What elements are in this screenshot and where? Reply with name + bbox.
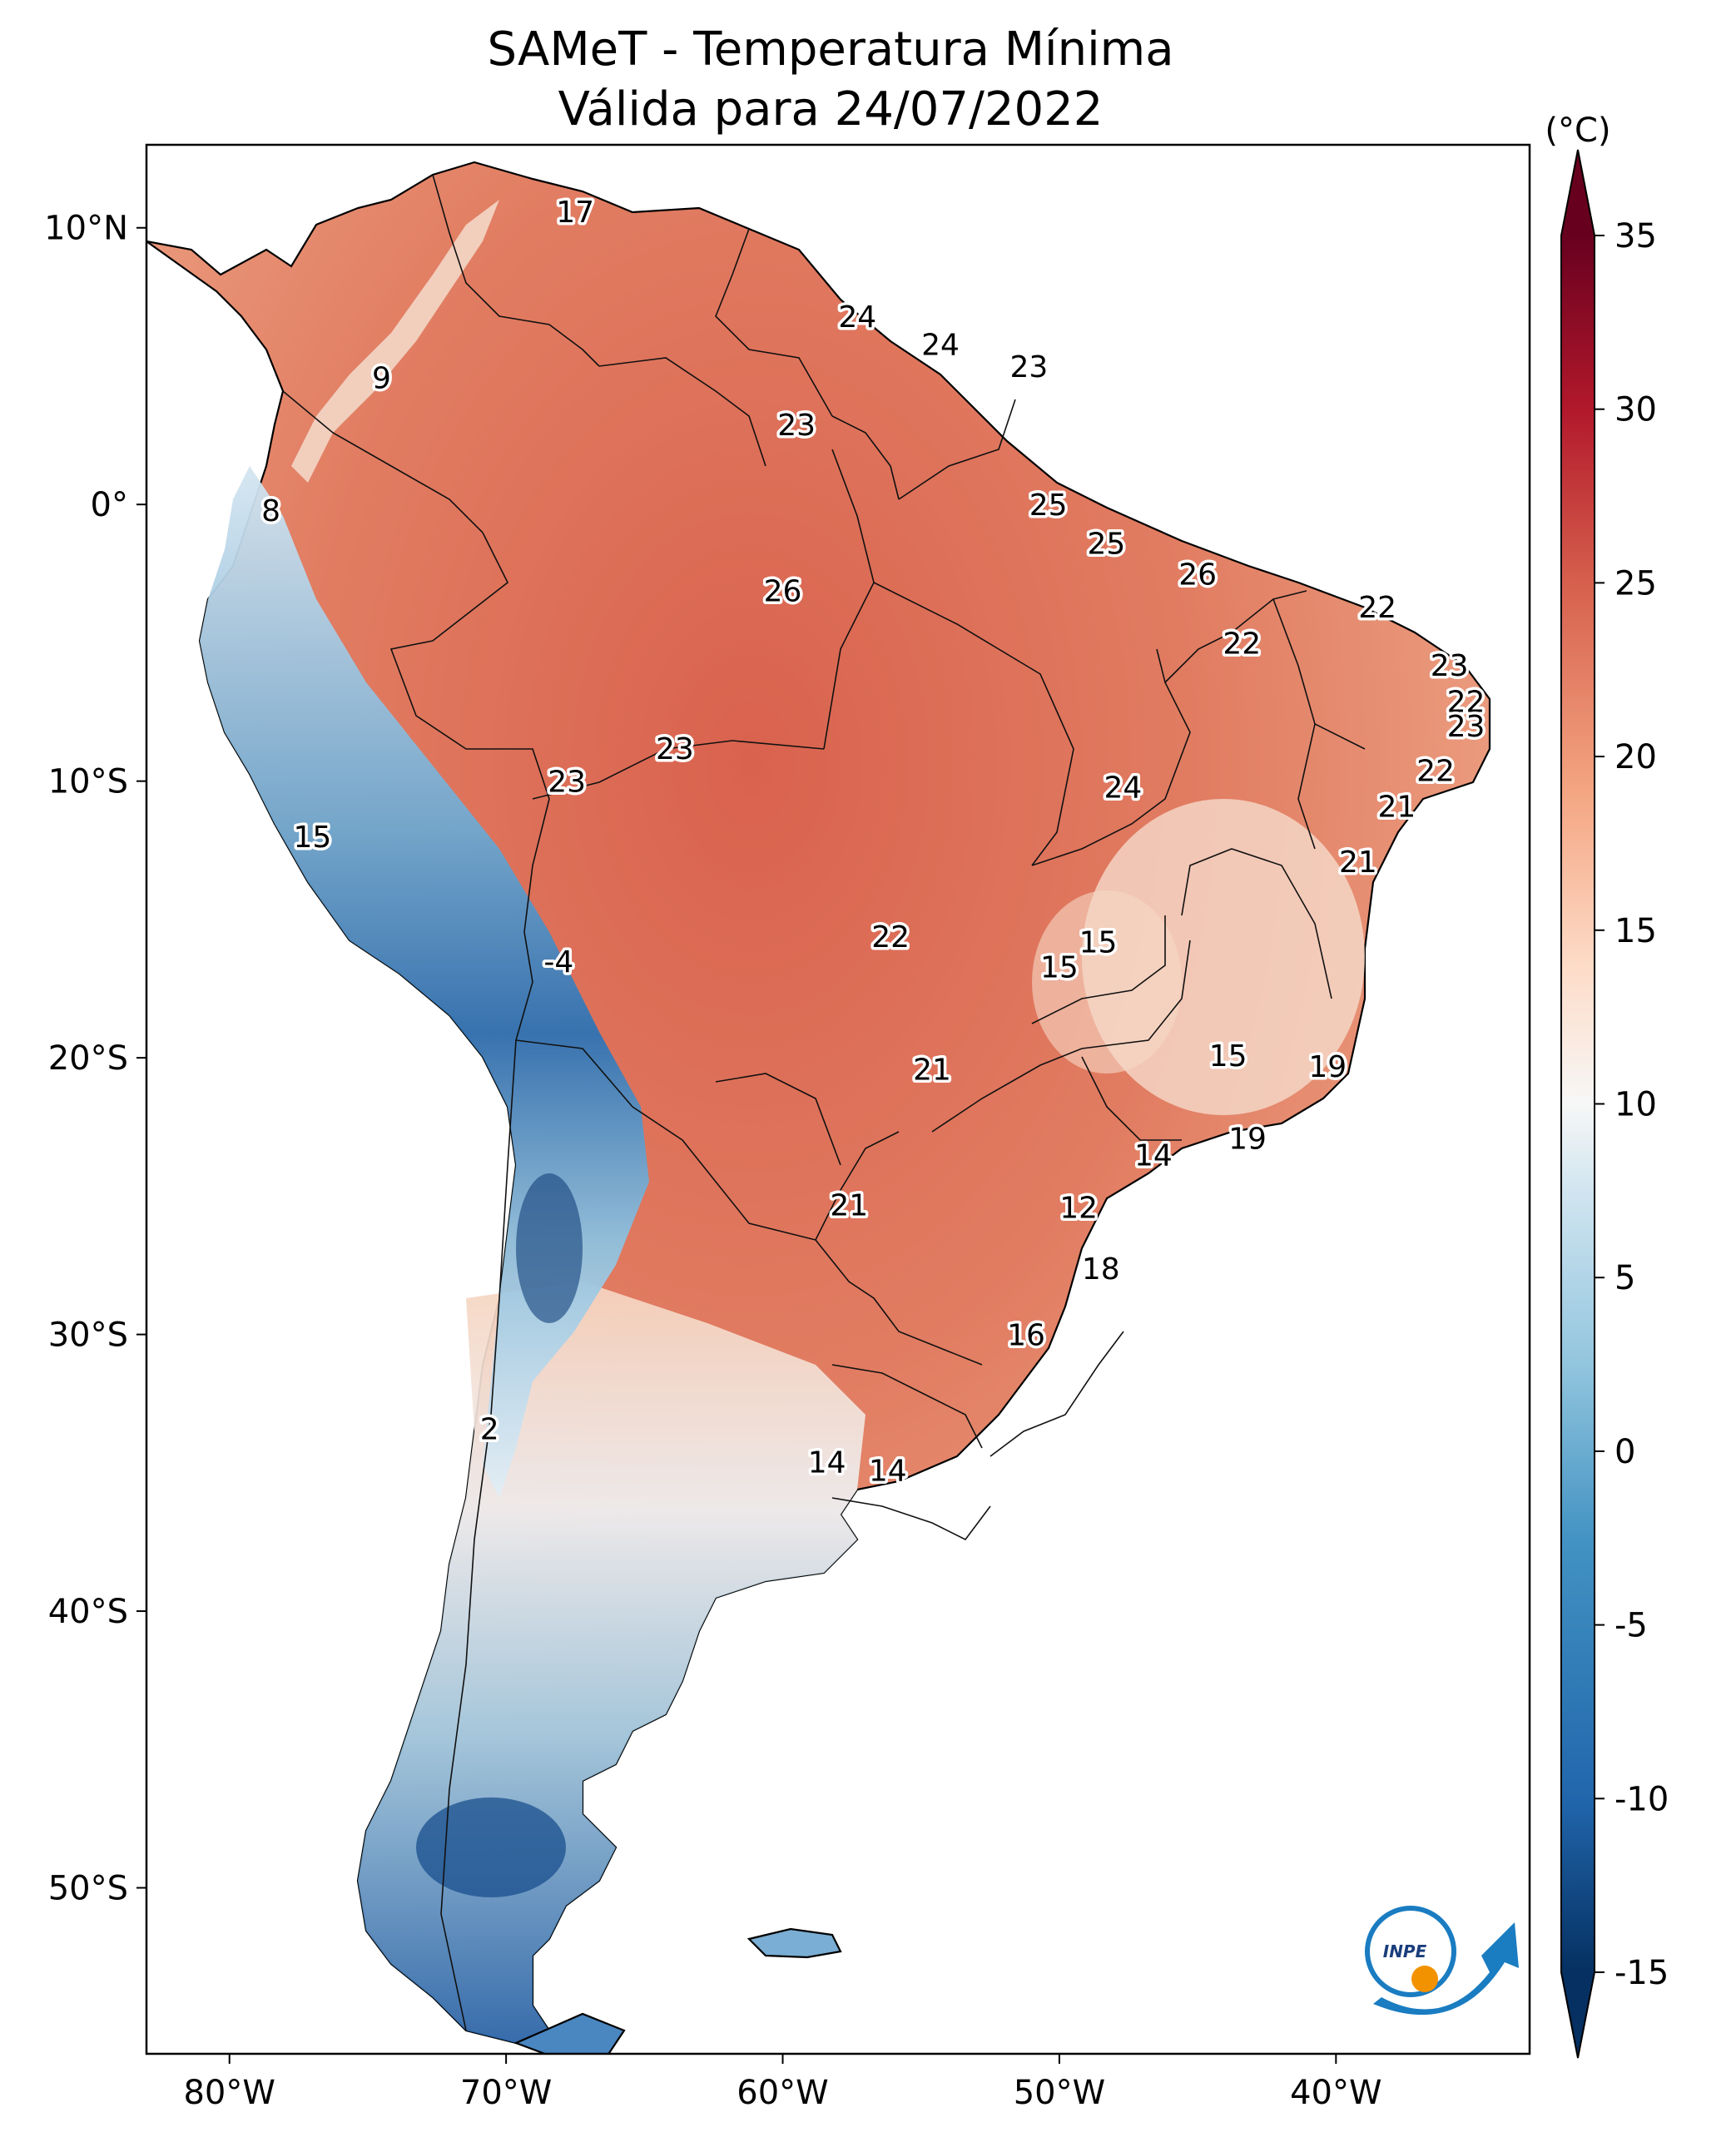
colorbar-tick-label: -5 [1614, 1607, 1648, 1645]
colorbar-tick-label: -15 [1614, 1954, 1669, 1992]
colorbar-bar [1561, 236, 1595, 1972]
temperature-label: 14 [869, 1455, 907, 1489]
temperature-label: 15 [293, 821, 331, 855]
temperature-label: 16 [1007, 1319, 1045, 1353]
temperature-label: 17 [556, 196, 594, 230]
temperature-label: 26 [1178, 558, 1217, 592]
temperature-label: 15 [1079, 926, 1118, 960]
y-tick-label: 40°S [48, 1593, 128, 1631]
temperature-label: 15 [1040, 950, 1079, 984]
temperature-label: 14 [1134, 1139, 1173, 1173]
temperature-label: 14 [808, 1446, 846, 1480]
patagonia-cold-core [416, 1797, 566, 1897]
colorbar-min-extend [1561, 1972, 1595, 2058]
temperature-label: 25 [1029, 488, 1068, 523]
inpe-logo: INPE [1365, 1906, 1519, 2016]
falkland-islands [746, 1927, 842, 1959]
temperature-label: 26 [764, 574, 802, 608]
x-tick-label: 70°W [460, 2074, 552, 2112]
temperature-label: 22 [1358, 591, 1396, 625]
y-tick-label: 20°S [48, 1039, 128, 1078]
inpe-logo-ring [1365, 1906, 1456, 1997]
inpe-logo-dot [1411, 1966, 1438, 1992]
colorbar-tick-label: -10 [1614, 1780, 1669, 1818]
country-borders [282, 174, 1366, 2031]
y-tick-label: 10°N [44, 210, 128, 248]
temperature-label: 18 [1082, 1252, 1120, 1287]
x-tick-label: 80°W [183, 2074, 275, 2112]
inpe-logo-text: INPE [1383, 1941, 1427, 1961]
central-plateau-mild [1032, 890, 1182, 1074]
temperature-label: 23 [548, 766, 586, 800]
colorbar-ticks: 35 30 25 20 15 10 5 0 -5 -10 -15 [1595, 217, 1669, 1992]
x-tick-label: 60°W [737, 2074, 828, 2112]
colorbar-max-extend [1561, 150, 1595, 236]
temperature-label: 24 [921, 328, 960, 362]
temperature-label: 8 [261, 494, 280, 528]
temperature-label: 19 [1228, 1123, 1267, 1157]
temperature-label: 22 [1447, 685, 1486, 719]
temperature-label: 23 [656, 732, 694, 766]
temperature-label: 24 [838, 300, 876, 335]
colorbar: (°C) 35 30 25 20 15 10 5 0 -5 -10 -15 [1545, 112, 1669, 2059]
y-tick-label: 0° [91, 486, 128, 524]
colorbar-tick-label: 30 [1614, 391, 1657, 429]
colorbar-tick-label: 25 [1614, 564, 1657, 602]
temperature-label: 21 [830, 1188, 868, 1222]
colorbar-unit-label: (°C) [1545, 112, 1610, 150]
temperature-label: 9 [372, 361, 391, 395]
temperature-label: 12 [1059, 1192, 1098, 1226]
map-area [146, 145, 1530, 2054]
temperature-label: 23 [777, 409, 816, 443]
x-tick-label: 50°W [1014, 2074, 1105, 2112]
map-title-line-1: SAMeT - Temperatura Mínima [487, 22, 1173, 77]
temperature-label: 22 [1416, 754, 1455, 788]
temperature-label: 2 [480, 1413, 499, 1447]
y-tick-label: 30°S [48, 1316, 128, 1355]
temperature-label: -4 [543, 945, 573, 979]
map-axes: 80°W 70°W 60°W 50°W 40°W 10°N 0° 10°S 20°S 30°S 40… [44, 210, 1381, 2112]
inpe-logo-swoosh [1373, 1922, 1519, 2016]
colorbar-tick-label: 0 [1614, 1433, 1635, 1471]
temperature-label: 22 [871, 920, 910, 955]
y-tick-label: 50°S [48, 1870, 128, 1908]
colorbar-tick-label: 35 [1614, 217, 1657, 255]
y-tick-label: 10°S [48, 763, 128, 801]
temperature-label: 25 [1087, 528, 1125, 562]
colorbar-tick-label: 5 [1614, 1259, 1635, 1297]
temperature-label: 15 [1209, 1039, 1247, 1074]
map-title-line-2: Válida para 24/07/2022 [558, 82, 1104, 136]
andes-cold-core [516, 1173, 583, 1323]
temperature-label: 23 [1431, 649, 1469, 683]
temperature-label: 21 [913, 1053, 951, 1087]
temperature-label: 21 [1339, 845, 1377, 880]
temperature-label: 19 [1308, 1050, 1347, 1084]
temperature-label: 23 [1009, 350, 1048, 384]
colorbar-tick-label: 20 [1614, 738, 1657, 776]
temperature-label: 21 [1377, 791, 1416, 825]
temperature-label: 22 [1223, 627, 1261, 661]
colorbar-tick-label: 10 [1614, 1086, 1657, 1124]
temperature-label: 23 [1447, 710, 1486, 744]
x-tick-label: 40°W [1290, 2074, 1381, 2112]
plot-frame [145, 143, 1531, 2055]
colorbar-tick-label: 15 [1614, 912, 1657, 950]
temperature-label: 24 [1104, 771, 1142, 805]
north-andes-cool-strip [291, 200, 499, 483]
